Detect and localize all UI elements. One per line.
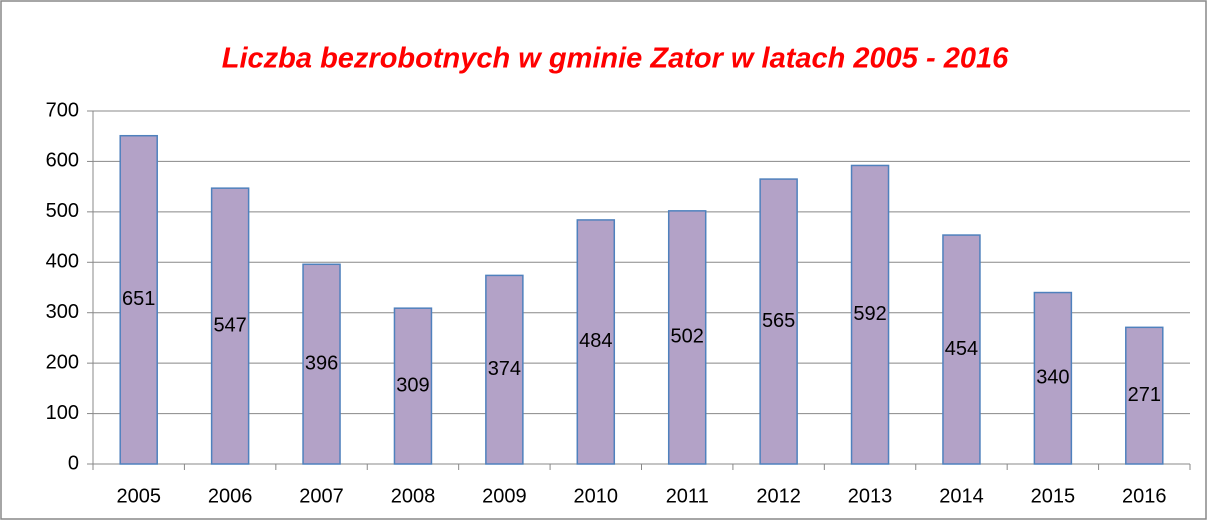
x-tick-label: 2009 (482, 485, 527, 507)
data-label: 484 (579, 330, 612, 352)
x-tick-label: 2014 (939, 485, 984, 507)
data-label: 374 (488, 358, 521, 380)
x-tick-label: 2008 (391, 485, 436, 507)
data-label: 340 (1036, 367, 1069, 389)
chart-title: Liczba bezrobotnych w gminie Zator w lat… (222, 43, 1009, 75)
x-tick-label: 2006 (208, 485, 253, 507)
y-tick-label: 200 (46, 351, 79, 373)
bar (119, 134, 158, 465)
data-label: 651 (122, 288, 155, 310)
bar (1125, 326, 1164, 465)
x-tick-label: 2010 (574, 485, 619, 507)
data-label: 271 (1128, 384, 1161, 406)
bar (393, 307, 433, 465)
data-label: 454 (945, 338, 978, 360)
data-label: 502 (671, 326, 704, 348)
bar (759, 178, 798, 465)
data-label: 592 (853, 303, 886, 325)
data-label: 396 (305, 352, 338, 374)
bar (667, 210, 707, 465)
bar (942, 234, 981, 465)
bar (850, 164, 890, 465)
x-tick-label: 2011 (666, 485, 709, 507)
bar (1033, 291, 1073, 465)
x-tick-label: 2012 (756, 485, 801, 507)
bar (576, 219, 616, 465)
data-label: 309 (396, 374, 429, 396)
y-tick-label: 700 (46, 99, 79, 121)
x-tick-label: 2016 (1122, 485, 1167, 507)
y-tick-label: 500 (46, 200, 79, 222)
y-tick-label: 600 (46, 150, 79, 172)
data-label: 547 (213, 314, 246, 336)
bar (302, 263, 341, 465)
x-tick-label: 2005 (116, 485, 161, 507)
y-tick-label: 0 (68, 452, 79, 474)
x-tick-label: 2013 (848, 485, 893, 507)
bar (210, 187, 250, 465)
data-label: 565 (762, 310, 795, 332)
y-tick-label: 300 (46, 301, 79, 323)
x-tick-label: 2015 (1031, 485, 1076, 507)
bar (485, 274, 524, 465)
x-tick-label: 2007 (299, 485, 344, 507)
y-tick-label: 100 (46, 402, 79, 424)
y-tick-label: 400 (46, 251, 79, 273)
